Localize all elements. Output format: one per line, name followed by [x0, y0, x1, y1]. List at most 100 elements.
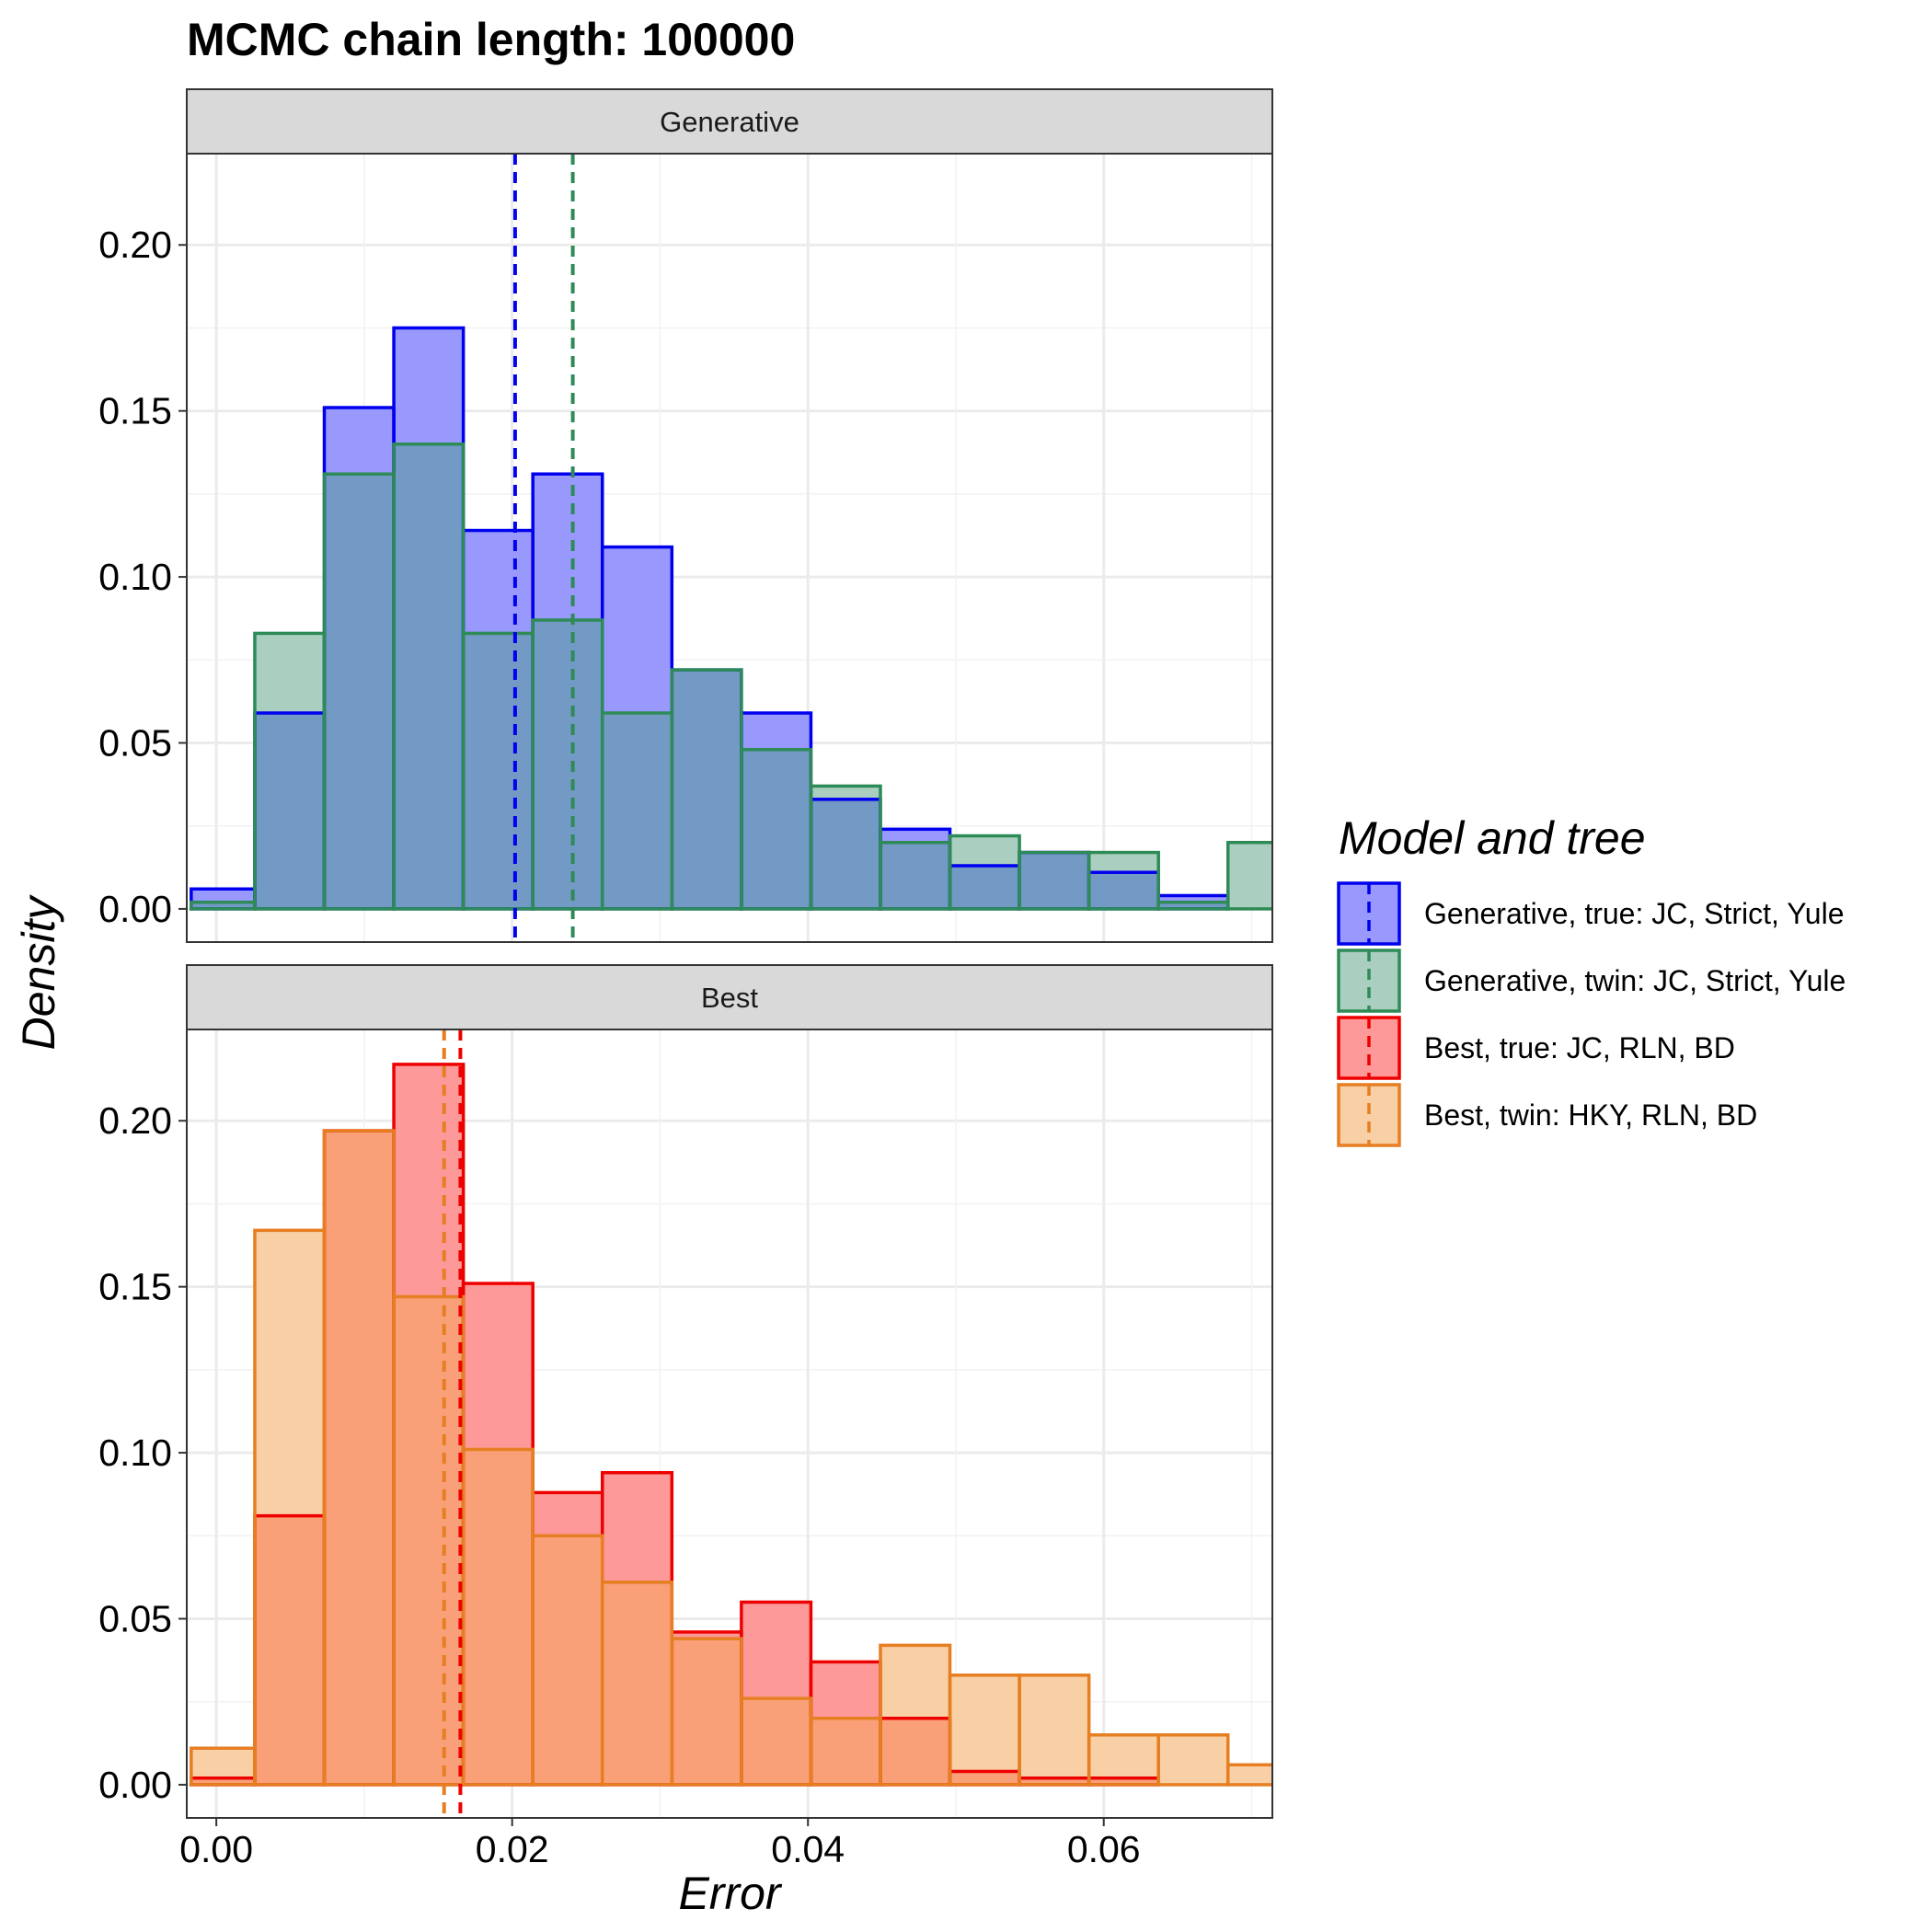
- bar-overlap: [602, 1581, 673, 1785]
- panel-border: [186, 1029, 1273, 1819]
- chart-title: MCMC chain length: 100000: [187, 14, 795, 65]
- bar-fill: [1227, 842, 1272, 909]
- bar-overlap: [672, 670, 742, 909]
- bar-overlap: [1088, 1777, 1159, 1785]
- bar-overlap: [741, 1698, 811, 1785]
- bar-overlap: [672, 1639, 742, 1785]
- bar-fill: [880, 1645, 950, 1719]
- facet-strip-label: Best: [701, 982, 758, 1014]
- bar-overlap: [254, 713, 325, 909]
- bar-fill: [1158, 895, 1228, 903]
- bar-fill: [394, 1064, 464, 1297]
- bar-overlap: [741, 749, 811, 909]
- bar-fill: [949, 835, 1020, 867]
- bar-fill: [254, 1230, 325, 1516]
- bar-fill: [463, 1283, 534, 1450]
- y-tick-label: 0.00: [98, 1764, 172, 1806]
- legend-item: Generative, twin: JC, Strict, Yule: [1337, 949, 1846, 1013]
- series-outline-2: [190, 442, 1272, 911]
- bar-fill: [811, 786, 880, 799]
- legend-label: Best, twin: HKY, RLN, BD: [1424, 1098, 1757, 1132]
- bar-overlap: [254, 1515, 325, 1785]
- legend-title: Model and tree: [1339, 812, 1646, 864]
- legend-item: Best, true: JC, RLN, BD: [1337, 1016, 1735, 1080]
- legend-label: Generative, true: JC, Strict, Yule: [1424, 897, 1845, 930]
- x-axis: 0.00 0.02 0.04 0.06: [179, 1818, 1141, 1870]
- histogram-bar: [1156, 1733, 1230, 1787]
- bar-overlap: [190, 902, 255, 909]
- y-tick-label: 0.15: [98, 1266, 172, 1308]
- bar-fill: [949, 1674, 1020, 1772]
- bar-fill: [394, 328, 464, 444]
- panel-border: [186, 153, 1273, 943]
- bar-fill: [741, 1602, 811, 1699]
- facet-strip: [186, 88, 1273, 155]
- histogram-bar: [1226, 1763, 1272, 1787]
- histogram-bars: [190, 326, 1272, 911]
- bar-fill: [1088, 852, 1159, 873]
- legend-items: Generative, true: JC, Strict, Yule Genera…: [1337, 881, 1846, 1147]
- bar-fill: [741, 713, 811, 750]
- bar-fill: [602, 546, 673, 714]
- bar-overlap: [949, 1771, 1020, 1785]
- x-tick-label: 0.06: [1067, 1828, 1141, 1870]
- bar-fill: [880, 829, 950, 843]
- x-tick-label: 0.00: [179, 1828, 253, 1870]
- bar-fill: [254, 633, 325, 714]
- y-axis: 0.00 0.05 0.10 0.15 0.20: [98, 1099, 187, 1806]
- bar-fill: [1088, 1734, 1159, 1778]
- bar-fill: [672, 1631, 742, 1639]
- histogram-bar: [1087, 850, 1160, 911]
- bar-overlap: [324, 474, 395, 909]
- legend-key: [1337, 1083, 1401, 1147]
- bar-overlap: [463, 633, 534, 909]
- bar-overlap: [394, 1296, 464, 1785]
- series-outline-2: [190, 1129, 1272, 1787]
- bar-fill: [190, 889, 255, 903]
- bar-overlap: [949, 866, 1020, 909]
- y-tick-label: 0.20: [98, 1099, 172, 1142]
- bar-overlap: [811, 799, 880, 909]
- histogram-bar: [1018, 1673, 1091, 1787]
- bar-fill: [1227, 1765, 1272, 1785]
- y-axis: 0.00 0.05 0.10 0.15 0.20: [98, 224, 187, 930]
- legend-item: Generative, true: JC, Strict, Yule: [1337, 881, 1845, 946]
- facet-strip-label: Generative: [660, 106, 799, 138]
- y-tick-label: 0.15: [98, 390, 172, 432]
- bar-fill: [811, 1662, 880, 1719]
- bar-overlap: [880, 842, 950, 909]
- bar-overlap: [463, 1449, 534, 1785]
- y-tick-label: 0.05: [98, 1597, 172, 1639]
- bar-overlap: [1019, 1777, 1089, 1785]
- histogram-bar: [1226, 840, 1272, 911]
- bar-fill: [1158, 1734, 1228, 1785]
- y-tick-label: 0.10: [98, 556, 172, 598]
- bar-overlap: [533, 1535, 603, 1785]
- facet-panels: Generative 0.00 0.05 0.10 0.15 0.20 Best 0.00 0.…: [98, 88, 1273, 1819]
- x-tick-label: 0.04: [771, 1828, 845, 1870]
- y-tick-label: 0.20: [98, 224, 172, 266]
- bar-overlap: [324, 1131, 395, 1785]
- facet-strip: [186, 964, 1273, 1030]
- legend-label: Best, true: JC, RLN, BD: [1424, 1031, 1735, 1064]
- legend-item: Best, twin: HKY, RLN, BD: [1337, 1083, 1757, 1147]
- bar-fill: [324, 408, 395, 475]
- bar-overlap: [811, 1718, 880, 1785]
- bar-overlap: [190, 1777, 255, 1785]
- bar-fill: [533, 474, 603, 620]
- bar-overlap: [394, 443, 464, 909]
- bar-overlap: [1088, 872, 1159, 909]
- y-tick-label: 0.10: [98, 1432, 172, 1474]
- legend: Model and tree Generative, true: JC, Str…: [1337, 812, 1846, 1147]
- bar-overlap: [1158, 902, 1228, 909]
- panel-generative: Generative 0.00 0.05 0.10 0.15 0.20: [98, 88, 1273, 943]
- bar-fill: [533, 1492, 603, 1536]
- x-tick-label: 0.02: [476, 1828, 549, 1870]
- bar-fill: [1019, 1674, 1089, 1778]
- legend-label: Generative, twin: JC, Strict, Yule: [1424, 964, 1846, 997]
- x-axis-title: Error: [678, 1868, 782, 1919]
- bar-fill: [463, 530, 534, 634]
- y-axis-title: Density: [13, 894, 64, 1051]
- bar-overlap: [602, 713, 673, 909]
